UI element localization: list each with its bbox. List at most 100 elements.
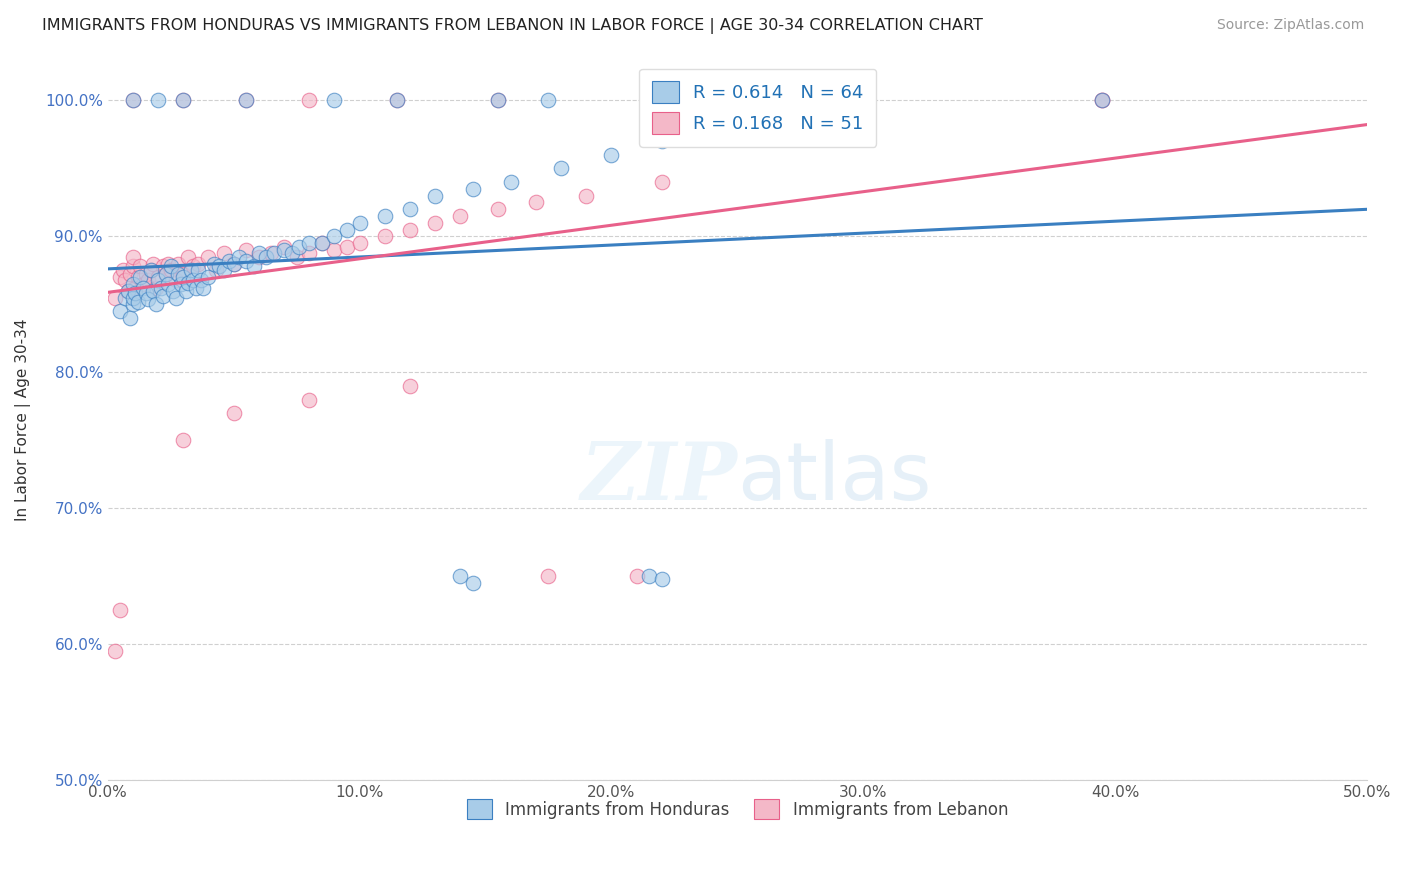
Point [111,263,134,277]
Legend: Immigrants from Honduras, Immigrants from Lebanon: Immigrants from Honduras, Immigrants fro… [460,792,1015,826]
Point [323,229,346,244]
Point [152,289,174,303]
Point [172,434,194,448]
Point [288,240,311,254]
Point [146,94,169,108]
Point [323,94,346,108]
Point [298,236,321,251]
Point [273,243,295,257]
Point [423,216,446,230]
Point [311,236,333,251]
Point [399,202,422,217]
Point [132,277,155,291]
Point [114,273,136,287]
Point [537,94,560,108]
Point [524,195,547,210]
Point [280,245,302,260]
Point [449,209,471,223]
Point [146,273,169,287]
Point [638,569,661,583]
Point [207,260,229,274]
Point [122,250,145,264]
Point [110,304,132,318]
Point [212,263,235,277]
Point [162,284,184,298]
Point [122,297,145,311]
Point [135,286,157,301]
Point [336,222,359,236]
Point [129,270,152,285]
Point [117,284,139,298]
Point [222,256,245,270]
Point [486,94,509,108]
Point [1091,94,1114,108]
Point [155,268,177,282]
Point [263,245,285,260]
Point [104,644,127,658]
Point [550,161,572,176]
Point [423,188,446,202]
Point [254,250,277,264]
Text: atlas: atlas [737,439,932,516]
Point [122,291,145,305]
Point [104,291,127,305]
Point [235,243,257,257]
Point [323,243,346,257]
Point [180,263,202,277]
Point [159,263,181,277]
Point [149,281,172,295]
Point [349,236,371,251]
Point [127,294,149,309]
Point [600,148,623,162]
Point [212,245,235,260]
Point [127,270,149,285]
Point [499,175,522,189]
Point [235,94,257,108]
Point [165,273,187,287]
Point [651,175,673,189]
Point [222,406,245,420]
Point [177,276,200,290]
Point [110,270,132,285]
Point [172,94,194,108]
Text: IMMIGRANTS FROM HONDURAS VS IMMIGRANTS FROM LEBANON IN LABOR FORCE | AGE 30-34 C: IMMIGRANTS FROM HONDURAS VS IMMIGRANTS F… [42,18,983,34]
Point [139,263,162,277]
Point [387,94,409,108]
Point [157,277,180,291]
Point [449,569,471,583]
Point [222,256,245,270]
Point [228,250,250,264]
Point [183,260,205,274]
Point [374,229,396,244]
Point [136,273,159,287]
Point [110,603,132,617]
Point [184,281,207,295]
Point [336,240,359,254]
Point [172,268,194,282]
Point [205,263,228,277]
Point [146,270,169,285]
Point [165,291,187,305]
Point [124,286,146,301]
Point [122,260,145,274]
Text: Source: ZipAtlas.com: Source: ZipAtlas.com [1216,18,1364,32]
Point [187,256,209,270]
Point [298,94,321,108]
Point [247,250,270,264]
Point [197,270,219,285]
Point [145,297,167,311]
Point [142,284,165,298]
Point [461,182,484,196]
Point [139,263,162,277]
Point [298,392,321,407]
Point [122,94,145,108]
Point [167,256,190,270]
Point [120,310,142,325]
Point [399,222,422,236]
Point [136,292,159,306]
Point [387,94,409,108]
Point [202,256,225,270]
Point [486,94,509,108]
Point [122,94,145,108]
Point [235,94,257,108]
